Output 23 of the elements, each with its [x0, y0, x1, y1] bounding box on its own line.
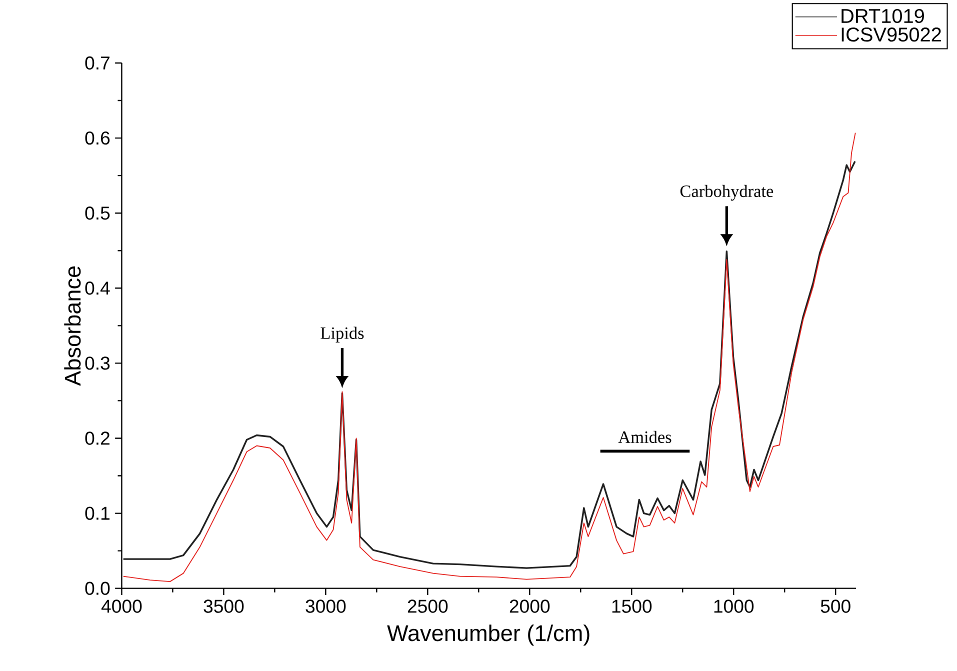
annotation: Amides — [618, 430, 672, 443]
y-tick-label: 0.4 — [85, 282, 110, 295]
y-tick-label: 0.3 — [85, 356, 110, 370]
x-tick-label: 3000 — [306, 600, 346, 613]
x-axis-title: Wavenumber (1/cm) — [387, 624, 590, 646]
x-tick-label: 2500 — [408, 600, 448, 613]
y-tick-label: 0.7 — [85, 56, 110, 70]
y-tick-label: 0.2 — [85, 432, 110, 445]
legend-label: ICSV95022 — [842, 28, 941, 42]
annotation: Lipids — [320, 326, 364, 342]
x-tick-label: 2000 — [510, 600, 550, 613]
y-tick-label: 0.0 — [85, 582, 110, 595]
x-tick-label: 1500 — [612, 600, 652, 613]
x-tick-label: 4000 — [101, 600, 142, 613]
x-tick-label: 3500 — [204, 600, 244, 613]
legend-label: DRT1019 — [842, 8, 924, 24]
annotation: Carbohydrate — [680, 184, 774, 201]
x-tick-label: 1000 — [714, 600, 754, 613]
y-tick-label: 0.1 — [85, 506, 110, 520]
y-axis-title: Absorbance — [64, 266, 81, 386]
x-tick-label: 500 — [820, 600, 850, 613]
y-tick-label: 0.6 — [85, 131, 110, 145]
y-tick-label: 0.5 — [85, 206, 110, 220]
